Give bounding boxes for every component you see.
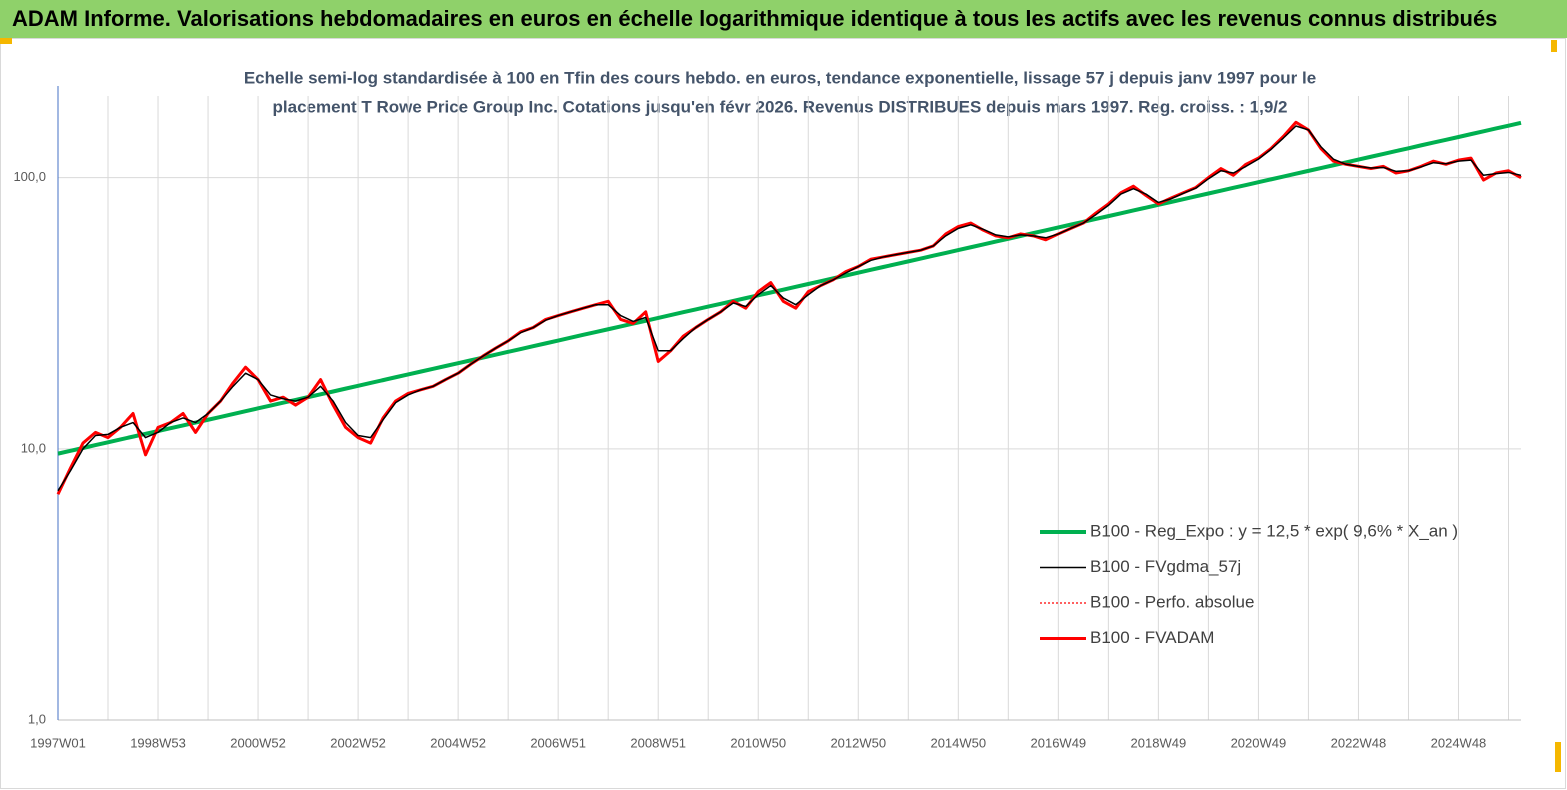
corner [1555, 742, 1561, 772]
chart-subtitle: Echelle semi-log standardisée à 100 en T… [244, 68, 1316, 87]
chart-title: ADAM Informe. Valorisations hebdomadaire… [12, 6, 1497, 31]
series-line [57, 125, 1522, 492]
legend-label: B100 - Reg_Expo : y = 12,5 * exp( 9,6% *… [1090, 521, 1458, 540]
x-tick-label: 2020W49 [1231, 735, 1287, 750]
corner [0, 38, 12, 44]
x-tick-label: 2014W50 [930, 735, 986, 750]
y-tick-label: 100,0 [13, 169, 46, 184]
x-tick-label: 1997W01 [30, 735, 86, 750]
plot-area: 1,0 10,0 100,0 1997W01 1998W53 2000W52 2002W52… [13, 86, 1522, 750]
x-tick-label: 2008W51 [630, 735, 686, 750]
frame [0, 38, 1566, 789]
legend-label: B100 - FVADAM [1090, 628, 1214, 647]
x-tick-label: 2004W52 [430, 735, 486, 750]
legend-label: B100 - FVgdma_57j [1090, 557, 1241, 576]
chart-subtitle: placement T Rowe Price Group Inc. Cotati… [273, 97, 1288, 116]
x-tick-label: 2010W50 [730, 735, 786, 750]
series-line [56, 120, 1522, 495]
x-tick-label: 2016W49 [1031, 735, 1087, 750]
x-tick-label: 2006W51 [530, 735, 586, 750]
legend-label: B100 - Perfo. absolue [1090, 592, 1254, 611]
x-tick-label: 2012W50 [830, 735, 886, 750]
x-tick-label: 2000W52 [230, 735, 286, 750]
x-tick-label: 2022W48 [1331, 735, 1387, 750]
x-tick-label: 2024W48 [1431, 735, 1487, 750]
header-bar [0, 0, 1567, 38]
y-tick-label: 10,0 [21, 440, 46, 455]
y-tick-label: 1,0 [28, 711, 46, 726]
x-tick-label: 2018W49 [1131, 735, 1187, 750]
corner [1551, 40, 1557, 52]
x-tick-label: 1998W53 [130, 735, 186, 750]
x-tick-label: 2002W52 [330, 735, 386, 750]
